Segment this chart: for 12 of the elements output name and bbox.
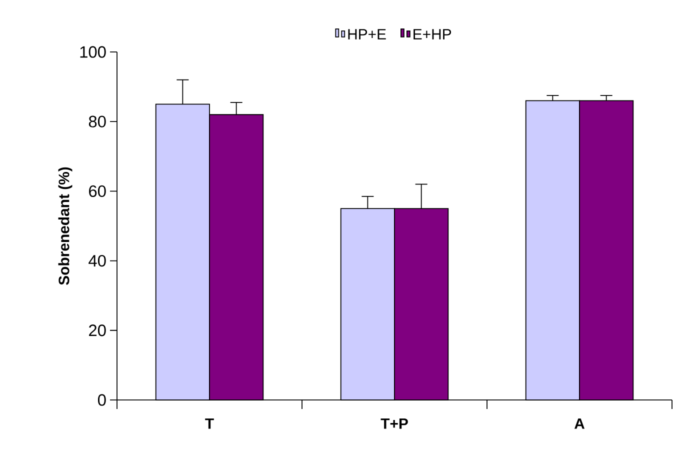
x-tick-label: A <box>574 418 585 429</box>
y-tick-label: 0 <box>98 394 106 406</box>
legend-label: HP+E <box>348 29 386 40</box>
y-tick-label: 40 <box>88 254 106 267</box>
y-axis-title: Sobrenedant (%) <box>58 167 72 285</box>
y-tick-label: 100 <box>80 46 106 58</box>
y-tick-label: 80 <box>88 116 106 128</box>
y-tick-label: 60 <box>89 185 106 197</box>
y-tick-label: 20 <box>89 324 106 336</box>
legend-label: E+HP <box>414 29 452 40</box>
x-tick-label: T <box>205 418 214 429</box>
x-tick-label: T+P <box>380 418 408 429</box>
